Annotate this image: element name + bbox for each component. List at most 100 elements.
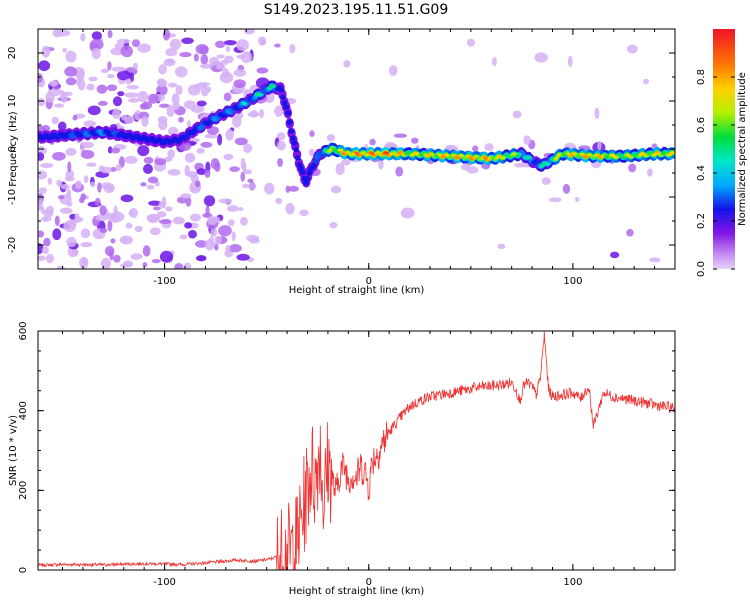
noise-speck [45, 253, 54, 264]
noise-speck [86, 162, 97, 167]
noise-speck [222, 68, 230, 79]
noise-speck [264, 182, 275, 195]
noise-speck [534, 52, 548, 63]
colorbar: 0.0 0.2 0.4 0.6 0.8 Normalized spectral ampli… [696, 29, 748, 277]
noise-speck [141, 116, 149, 127]
noise-speck [277, 157, 283, 167]
noise-speck [38, 152, 45, 161]
noise-speck [236, 253, 250, 261]
ridge-mid [306, 170, 312, 176]
noise-speck [45, 91, 55, 103]
noise-speck [110, 238, 116, 244]
noise-speck [200, 54, 209, 65]
noise-speck [65, 50, 77, 63]
noise-speck [231, 231, 236, 242]
noise-speck [240, 157, 246, 170]
noise-speck [195, 44, 209, 55]
noise-speck [100, 182, 114, 190]
noise-speck [223, 153, 234, 161]
noise-speck [461, 163, 471, 171]
noise-speck [190, 187, 197, 192]
noise-speck [167, 126, 179, 136]
snr-xtick-label: -100 [153, 577, 176, 588]
noise-speck [80, 193, 87, 201]
noise-speck [196, 100, 207, 107]
noise-speck [165, 48, 178, 57]
noise-speck [195, 255, 207, 262]
noise-speck [124, 92, 139, 98]
noise-speck [158, 103, 170, 108]
noise-speck [193, 53, 199, 62]
noise-speck [642, 78, 649, 85]
noise-speck [223, 92, 232, 102]
noise-speck [148, 200, 162, 206]
ridge-mid [278, 87, 285, 93]
noise-speck [137, 91, 149, 103]
noise-speck [80, 141, 94, 149]
noise-speck [647, 168, 653, 177]
noise-speck [81, 257, 88, 266]
noise-speck [207, 216, 218, 226]
noise-speck [62, 47, 68, 53]
noise-speck [326, 134, 335, 142]
noise-speck [274, 43, 281, 48]
noise-speck [137, 145, 150, 157]
noise-speck [183, 262, 192, 269]
noise-speck [236, 39, 249, 51]
noise-speck [38, 73, 43, 83]
snr-x-axis-label: Height of straight line (km) [289, 586, 425, 597]
noise-speck [218, 225, 232, 237]
noise-speck [224, 40, 237, 46]
noise-speck [134, 225, 143, 233]
noise-speck [204, 133, 218, 139]
noise-speck [90, 181, 96, 187]
noise-speck [107, 73, 115, 79]
top-ytick-label: 10 [7, 95, 18, 108]
noise-speck [142, 245, 151, 257]
noise-speck [165, 206, 173, 212]
noise-speck [98, 165, 105, 172]
noise-speck [195, 240, 208, 248]
noise-speck [411, 137, 419, 144]
noise-speck [54, 215, 60, 226]
noise-speck [258, 36, 267, 46]
ridge-mid [312, 158, 319, 164]
noise-speck [158, 201, 166, 209]
noise-speck [107, 146, 113, 154]
noise-speck [111, 66, 126, 72]
noise-speck [179, 234, 188, 240]
noise-speck [626, 44, 638, 54]
ridge-core [271, 85, 277, 88]
noise-speck [38, 97, 46, 107]
noise-speck [247, 178, 254, 183]
ridge-mid [283, 104, 290, 110]
noise-speck [180, 193, 192, 199]
noise-speck [38, 205, 45, 211]
noise-speck [53, 103, 65, 108]
noise-speck [174, 66, 188, 78]
ridge-core [243, 102, 248, 106]
noise-speck [127, 97, 140, 103]
noise-speck [247, 111, 260, 118]
noise-speck [43, 209, 54, 218]
noise-speck [184, 222, 193, 229]
noise-speck [400, 207, 415, 219]
noise-speck [203, 195, 216, 207]
noise-speck [131, 39, 141, 48]
noise-speck [169, 38, 182, 51]
noise-speck [147, 215, 155, 223]
noise-speck [225, 245, 231, 254]
noise-speck [154, 158, 167, 166]
noise-speck [65, 77, 77, 86]
noise-speck [233, 69, 247, 77]
ridge-mid [293, 146, 299, 153]
ridge-mid [311, 162, 317, 168]
noise-speck [188, 229, 197, 239]
ridge-core [331, 147, 337, 150]
noise-speck [91, 47, 101, 60]
noise-speck [229, 166, 241, 172]
noise-speck [143, 156, 154, 164]
noise-speck [158, 64, 167, 75]
noise-speck [64, 176, 75, 182]
noise-speck [393, 133, 408, 138]
